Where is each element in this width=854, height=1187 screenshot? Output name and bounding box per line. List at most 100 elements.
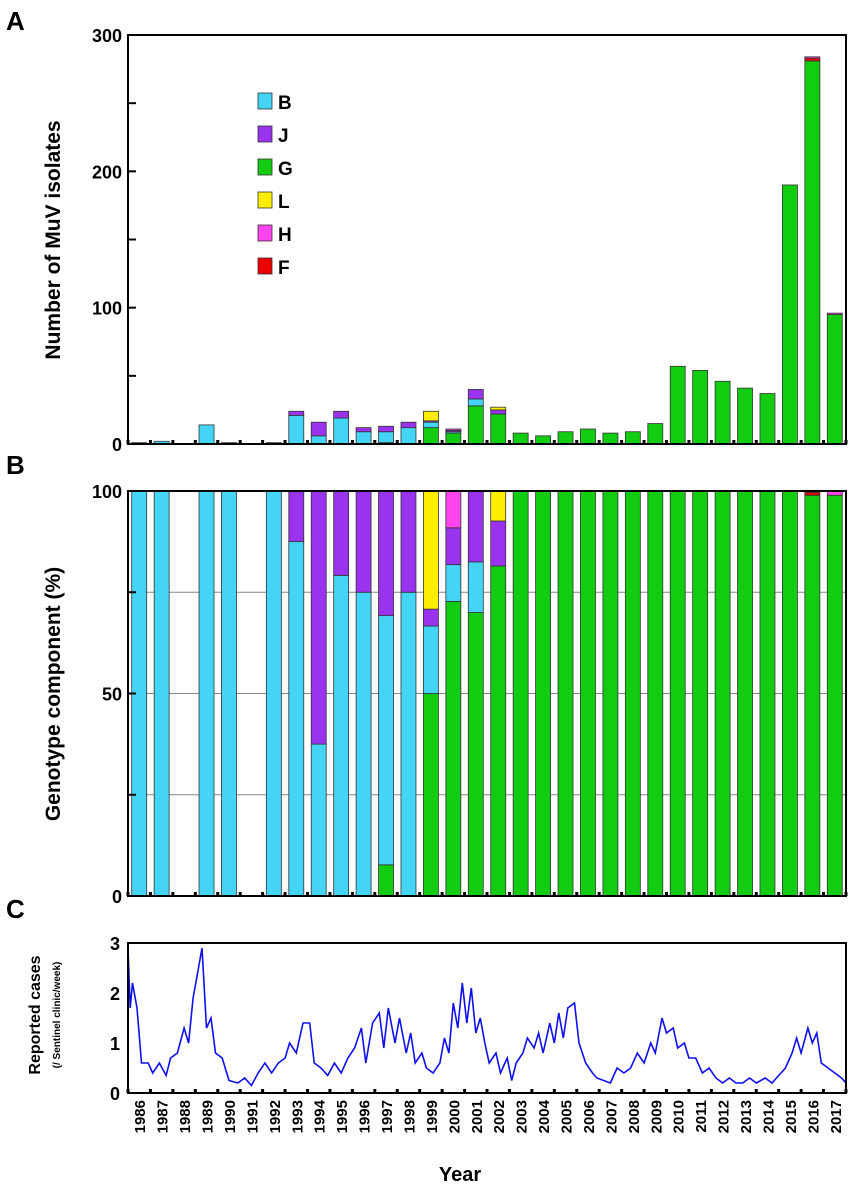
legend-label-L: L	[278, 192, 290, 213]
bar-b-J-1999	[423, 608, 439, 627]
x-tick-label: 1994	[312, 1099, 329, 1133]
bar-a-G-2012	[714, 380, 731, 445]
bar-b-J-1996	[355, 490, 372, 593]
bar-b-B-1999	[423, 625, 439, 694]
panel-c-frame	[127, 942, 847, 1094]
bar-b-G-2015	[782, 490, 798, 897]
bar-b-G-2005	[557, 490, 574, 897]
bar-b-G-2012	[714, 490, 731, 897]
x-tick-label: 1988	[177, 1100, 194, 1133]
bar-b-G-2010	[669, 490, 686, 897]
bar-b-G-2016	[804, 494, 821, 897]
bar-b-B-1996	[355, 591, 372, 897]
panel-a-frame	[127, 34, 847, 445]
legend-label-F: F	[278, 258, 290, 279]
bar-a-J-1993	[288, 410, 305, 416]
x-tick-label: 2017	[828, 1100, 845, 1133]
bar-b-G-2004	[535, 490, 551, 897]
y-axis-label-c: Reported cases	[27, 955, 44, 1074]
bar-a-H-2017	[826, 312, 843, 315]
bar-b-G-2007	[602, 490, 619, 897]
bar-b-G-2002	[490, 565, 507, 897]
bar-a-G-2008	[624, 431, 641, 445]
bar-a-B-1997	[378, 431, 394, 444]
bar-b-B-1998	[400, 591, 417, 897]
bar-a-G-2002	[490, 413, 507, 445]
x-tick-label: 1997	[379, 1100, 396, 1133]
bar-a-L-2002	[490, 406, 507, 411]
bar-b-G-2011	[692, 490, 709, 897]
x-tick-label: 2010	[671, 1100, 688, 1133]
x-tick-label: 2008	[626, 1100, 643, 1133]
bar-a-G-2003	[512, 432, 529, 445]
bar-b-G-2001	[467, 612, 484, 897]
x-tick-label: 2000	[446, 1100, 463, 1133]
x-tick-label: 2007	[603, 1100, 620, 1133]
bar-b-J-1998	[400, 490, 417, 593]
bar-a-J-2001	[467, 389, 484, 400]
bar-a-G-2010	[669, 365, 686, 445]
y-tick-label-c: 3	[110, 934, 120, 954]
bar-b-B-1995	[333, 574, 350, 897]
legend-swatch-F	[257, 257, 273, 275]
bar-b-J-1994	[310, 490, 327, 745]
bar-a-G-2001	[467, 405, 484, 445]
bar-b-B-1992	[265, 490, 282, 897]
legend-label-B: B	[278, 93, 292, 114]
y-tick-label-a: 0	[112, 435, 122, 455]
legend-swatch-B	[257, 92, 273, 110]
bar-b-G-2013	[737, 490, 753, 897]
x-tick-label: 2006	[581, 1100, 598, 1133]
y-tick-label-c: 2	[110, 984, 120, 1004]
bar-b-J-1997	[378, 490, 394, 617]
bar-b-G-2008	[624, 490, 641, 897]
bar-b-B-2001	[467, 561, 484, 613]
panel-label-c: C	[6, 894, 25, 924]
y-tick-label-b: 0	[112, 887, 122, 907]
bar-a-H-2016	[804, 56, 821, 59]
bar-a-J-1994	[310, 421, 327, 437]
bar-a-G-2016	[804, 60, 821, 445]
legend-swatch-J	[257, 125, 273, 143]
bar-b-J-2001	[467, 490, 484, 563]
bar-b-L-2002	[490, 490, 507, 522]
bar-a-J-1998	[400, 421, 417, 429]
bar-b-F-2016	[804, 492, 821, 496]
x-tick-label: 1986	[132, 1100, 149, 1133]
bar-b-B-1997	[378, 615, 394, 866]
legend-swatch-H	[257, 224, 273, 242]
bar-b-J-1995	[333, 490, 350, 576]
bar-a-G-2007	[602, 432, 619, 445]
bar-b-G-2006	[580, 490, 596, 897]
bar-a-B-1993	[288, 414, 305, 445]
line-reported-cases	[127, 947, 847, 1087]
bar-a-G-2005	[557, 431, 574, 445]
bar-a-B-1998	[400, 427, 417, 445]
bar-b-B-1987	[153, 490, 170, 897]
bar-b-J-2000	[445, 527, 462, 566]
x-tick-label: 1996	[357, 1100, 374, 1133]
x-tick-label: 1992	[267, 1100, 284, 1133]
x-axis-label: Year	[439, 1164, 481, 1186]
bar-b-J-1993	[288, 490, 305, 543]
y-axis-sublabel-c: (/ Sentinel clinic/week)	[52, 962, 63, 1069]
y-tick-label-a: 200	[92, 162, 122, 182]
bar-a-G-2009	[647, 423, 664, 445]
bar-b-G-2014	[759, 490, 776, 897]
x-tick-label: 1998	[401, 1100, 418, 1133]
panel-label-b: B	[6, 450, 25, 480]
bar-a-J-1996	[355, 427, 372, 433]
x-tick-label: 1999	[424, 1100, 441, 1133]
bar-b-J-2002	[490, 520, 507, 567]
bar-b-B-1989	[198, 490, 215, 897]
legend-label-J: J	[278, 126, 289, 147]
bar-a-G-2006	[580, 428, 596, 445]
bar-a-J-1997	[378, 425, 394, 433]
x-tick-label: 1993	[289, 1100, 306, 1133]
bar-b-B-2000	[445, 564, 462, 602]
x-tick-label: 2009	[648, 1100, 665, 1133]
legend-swatch-L	[257, 191, 273, 209]
bar-b-L-1999	[423, 490, 439, 610]
bar-b-G-1999	[423, 693, 439, 897]
